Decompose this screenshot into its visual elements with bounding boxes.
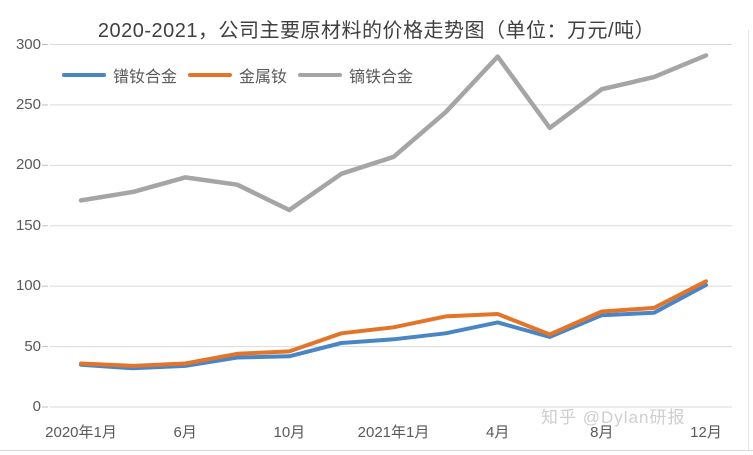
dyfe-alloy-line-swatch [298, 73, 343, 77]
legend-item-metal-nd: 金属钕 [188, 63, 287, 87]
chart-legend: 镨钕合金 金属钕 镝铁合金 [62, 63, 413, 87]
x-axis-label-12月: 12月 [690, 424, 722, 441]
legend-item-dyfe-alloy: 镝铁合金 [298, 63, 413, 87]
y-axis-label-150: 150 [15, 216, 41, 234]
y-axis-label-100: 100 [15, 277, 41, 295]
zhihu-watermark: 知乎 @Dylan研报 [541, 408, 686, 427]
series-line-镝铁合金 [78, 53, 709, 213]
chart-title: 2020-2021，公司主要原材料的价格走势图（单位：万元/吨） [97, 20, 656, 42]
y-axis-label-250: 250 [15, 95, 41, 113]
legend-label: 镨钕合金 [113, 69, 178, 86]
legend-item-prnd-alloy: 镨钕合金 [62, 63, 177, 87]
prnd-alloy-line-swatch [62, 73, 106, 77]
x-axis-label-2020年1月: 2020年1月 [45, 424, 117, 441]
y-axis-label-50: 50 [24, 337, 41, 355]
y-axis-label-300: 300 [15, 35, 41, 53]
metal-nd-line-swatch [188, 73, 233, 77]
legend-label: 镝铁合金 [349, 69, 414, 86]
x-axis-label-4月: 4月 [485, 424, 510, 441]
x-axis-label-8月: 8月 [590, 424, 614, 441]
series-line-镨钕合金 [79, 283, 708, 371]
x-axis-label-10月: 10月 [273, 424, 306, 441]
x-axis-label-6月: 6月 [173, 424, 197, 441]
y-axis-label-0: 0 [32, 398, 41, 415]
y-axis-label-200: 200 [15, 156, 41, 174]
x-axis-label-2021年1月: 2021年1月 [357, 424, 430, 441]
series-line-金属钕 [79, 279, 708, 368]
legend-label: 金属钕 [239, 69, 288, 86]
